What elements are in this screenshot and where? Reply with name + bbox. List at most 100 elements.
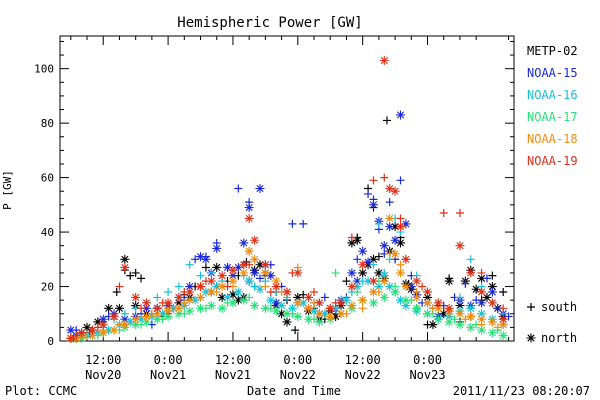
point-noaa-18-north (304, 303, 314, 313)
point-noaa-19-north (466, 268, 476, 278)
x-tick-label-time: 12:00 (345, 353, 381, 367)
point-noaa-19-north (390, 186, 400, 196)
point-noaa-19-north (396, 222, 405, 232)
point-metp-02-north (331, 311, 341, 321)
point-metp-02-north (352, 235, 362, 245)
point-noaa-16-north (158, 309, 168, 319)
point-noaa-16-north (477, 309, 487, 319)
point-noaa-18-north (228, 276, 238, 286)
point-noaa-19-north (487, 298, 497, 308)
point-metp-02-north (471, 284, 481, 294)
point-noaa-19-north (385, 184, 395, 193)
point-noaa-16-north (277, 301, 287, 311)
point-noaa-16-south (466, 255, 475, 264)
point-noaa-17-north (141, 317, 151, 327)
point-noaa-19-north (66, 333, 76, 343)
point-noaa-18-north (347, 301, 357, 311)
point-noaa-17-north (282, 309, 292, 319)
point-noaa-18-north (239, 268, 249, 278)
point-metp-02-north (228, 290, 238, 300)
point-noaa-18-north (174, 303, 184, 313)
marker-legend-north-symbol (526, 333, 536, 343)
x-tick-label-time: 0:00 (283, 353, 312, 367)
point-noaa-18-north (131, 314, 141, 324)
point-metp-02-north (82, 322, 92, 332)
point-metp-02-north (255, 260, 265, 270)
point-noaa-16-south (455, 293, 464, 302)
point-noaa-17-north (401, 295, 411, 305)
legend-item-metp-02: METP-02 (527, 44, 578, 58)
point-noaa-18-north (325, 311, 335, 321)
point-metp-02-north (428, 320, 438, 330)
point-noaa-17-north (293, 311, 303, 321)
x-tick-label-time: 0:00 (413, 353, 442, 367)
point-noaa-19-north (293, 268, 303, 278)
point-noaa-17-north (196, 303, 206, 313)
footer-right: 2011/11/23 08:20:07 (453, 384, 590, 398)
point-noaa-15-south (288, 219, 297, 228)
point-metp-02-north (439, 309, 449, 319)
marker-legend-label-south: south (541, 300, 577, 314)
point-noaa-19-north (260, 260, 270, 270)
point-noaa-18-north (293, 298, 303, 308)
x-tick-label-date: Nov22 (345, 368, 381, 382)
y-axis: 0 20 40 60 80 100 (34, 40, 514, 348)
point-noaa-15-north (363, 257, 373, 267)
x-axis: 12:00Nov200:00Nov2112:00Nov210:00Nov2212… (70, 36, 510, 382)
point-noaa-17-north (131, 320, 141, 330)
point-noaa-16-south (185, 260, 194, 269)
x-tick-label-date: Nov23 (409, 368, 445, 382)
point-noaa-16-north (401, 301, 411, 311)
point-noaa-16-north (309, 306, 319, 316)
point-noaa-16-north (379, 271, 389, 281)
point-noaa-19-south (477, 268, 486, 277)
point-noaa-19-south (380, 173, 389, 182)
point-noaa-18-north (314, 309, 324, 319)
legend-item-noaa-18: NOAA-18 (527, 132, 578, 146)
point-noaa-17-north (228, 298, 238, 308)
point-noaa-15-south (299, 219, 308, 228)
point-metp-02-south (499, 287, 508, 296)
point-noaa-16-north (466, 303, 476, 313)
point-noaa-18-north (379, 276, 389, 286)
legend: METP-02 NOAA-15 NOAA-16 NOAA-17 NOAA-18 NOAA-… (527, 44, 578, 168)
point-noaa-15-north (347, 268, 357, 278)
point-noaa-15-north (228, 271, 238, 281)
point-noaa-19-south (369, 176, 378, 185)
point-noaa-19-south (347, 233, 356, 242)
point-noaa-17-north (368, 298, 378, 308)
y-tick-label: 0 (47, 335, 54, 348)
point-noaa-15-south (353, 255, 362, 264)
point-noaa-16-north (352, 282, 362, 292)
point-noaa-18-north (271, 276, 281, 286)
point-metp-02-south (131, 268, 140, 277)
plot-frame (59, 35, 515, 342)
point-noaa-19-north (152, 303, 162, 313)
x-tick-label-date: Nov21 (215, 368, 251, 382)
point-noaa-19-north (120, 262, 130, 272)
point-noaa-17-north (477, 325, 487, 335)
point-noaa-18-south (396, 260, 405, 269)
point-metp-02-north (423, 292, 433, 302)
y-tick-label: 80 (41, 117, 54, 130)
point-noaa-19-north (347, 282, 357, 292)
point-noaa-18-north (250, 254, 260, 264)
point-noaa-19-south (310, 287, 319, 296)
point-metp-02-north (120, 254, 130, 264)
point-noaa-15-north (250, 268, 260, 278)
point-noaa-18-north (196, 292, 206, 302)
point-noaa-19-north (477, 287, 487, 297)
point-noaa-15-south (385, 198, 394, 207)
point-noaa-15-north (266, 271, 276, 281)
point-noaa-17-north (455, 320, 465, 330)
point-metp-02-south (126, 271, 135, 280)
point-metp-02-north (477, 273, 487, 283)
point-metp-02-north (293, 292, 303, 302)
point-metp-02-north (396, 238, 405, 248)
point-noaa-16-south (207, 268, 216, 277)
point-noaa-16-north (169, 303, 178, 313)
point-noaa-16-north (341, 295, 351, 305)
point-metp-02-south (342, 277, 351, 286)
legend-item-noaa-17: NOAA-17 (527, 110, 578, 124)
legend-item-noaa-16: NOAA-16 (527, 88, 578, 102)
